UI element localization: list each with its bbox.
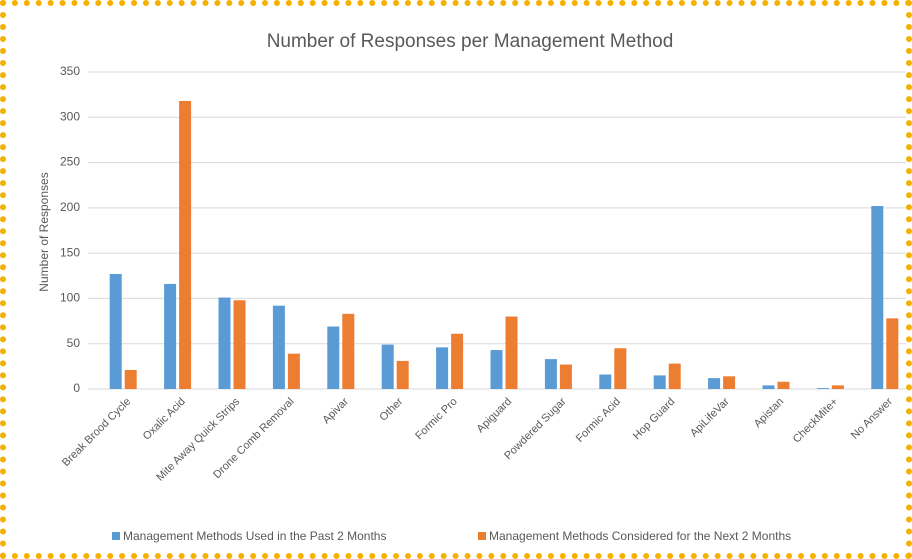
x-tick-label: CheckMite+ xyxy=(791,396,841,446)
y-tick-label: 250 xyxy=(60,155,80,169)
bar xyxy=(505,316,518,389)
x-tick-label: Break Brood Cycle xyxy=(60,396,133,469)
legend-swatch xyxy=(478,532,486,540)
bar xyxy=(124,369,137,389)
bar xyxy=(559,364,572,389)
bar xyxy=(381,344,394,389)
legend-label: Management Methods Used in the Past 2 Mo… xyxy=(123,529,386,543)
bar xyxy=(777,381,790,389)
bar xyxy=(871,206,884,389)
bar xyxy=(287,353,300,389)
bar xyxy=(708,378,721,389)
x-tick-label: Apiguard xyxy=(475,396,515,436)
bar xyxy=(490,350,503,389)
x-tick-label: Oxalic Acid xyxy=(141,396,188,443)
x-tick-label: Formic Acid xyxy=(574,396,623,445)
legend-swatch xyxy=(112,532,120,540)
bar xyxy=(179,100,192,390)
bar xyxy=(451,333,464,389)
y-tick-label: 0 xyxy=(73,381,80,395)
bar xyxy=(816,388,829,389)
y-axis-label: Number of Responses xyxy=(37,172,51,291)
x-tick-label: Hop Guard xyxy=(631,396,678,443)
bar xyxy=(218,297,231,389)
bar xyxy=(327,326,340,389)
bar xyxy=(109,273,122,389)
y-tick-label: 100 xyxy=(60,291,80,305)
y-tick-label: 50 xyxy=(67,336,81,350)
chart-title: Number of Responses per Management Metho… xyxy=(267,31,674,52)
x-tick-label: Apistan xyxy=(752,396,786,430)
bar xyxy=(723,376,736,389)
bar xyxy=(762,385,775,389)
bar xyxy=(668,363,681,389)
x-tick-label: ApiLifeVar xyxy=(688,395,732,439)
legend-label: Management Methods Considered for the Ne… xyxy=(489,529,791,543)
x-tick-label: No Answer xyxy=(849,395,895,441)
bar xyxy=(599,374,612,389)
bar xyxy=(436,347,449,389)
bar xyxy=(342,313,355,389)
y-tick-label: 350 xyxy=(60,64,80,78)
y-tick-label: 300 xyxy=(60,109,80,123)
bar xyxy=(886,318,899,389)
bar xyxy=(544,359,557,389)
x-tick-label: Formic Pro xyxy=(413,396,460,443)
bar xyxy=(614,348,627,389)
bar xyxy=(164,283,177,389)
bar xyxy=(396,360,409,389)
bar xyxy=(653,375,666,389)
bar xyxy=(233,300,246,389)
y-tick-label: 150 xyxy=(60,245,80,259)
x-tick-label: Other xyxy=(377,395,405,423)
y-tick-label: 200 xyxy=(60,200,80,214)
bar xyxy=(831,385,844,389)
bar xyxy=(272,305,285,389)
x-tick-label: Apivar xyxy=(320,395,351,426)
